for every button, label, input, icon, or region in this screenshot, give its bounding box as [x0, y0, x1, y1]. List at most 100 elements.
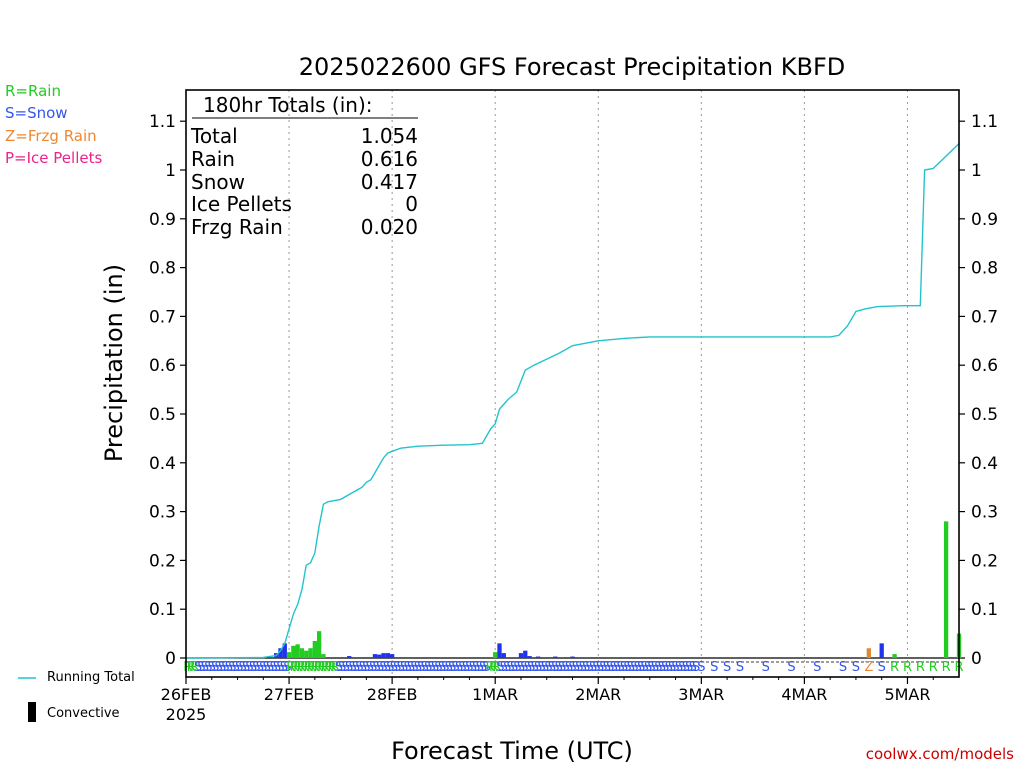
ptype-letter-154: S: [787, 660, 795, 675]
ptype-letter-109: S: [558, 660, 566, 675]
ptype-letter-132: S: [637, 660, 645, 675]
ptype-letter-90: R: [492, 660, 501, 675]
totals-label-frzg: Frzg Rain: [191, 215, 283, 239]
precip-bar-20: [501, 653, 506, 658]
ptype-letter-118: S: [589, 660, 597, 675]
ptype-letter-144: S: [678, 660, 686, 675]
precip-bar-6: [299, 648, 305, 658]
ptype-letter-127: S: [620, 660, 628, 675]
ptype-letter-98: S: [520, 660, 528, 675]
ptype-letter-143: S: [675, 660, 683, 675]
ptype-letter-33: R: [297, 660, 306, 675]
ptype-letter-159: S: [878, 660, 886, 675]
y-tick-label-left-9: 0.9: [149, 210, 176, 230]
ptype-letter-148: S: [692, 660, 700, 675]
ptype-letter-16: S: [239, 660, 247, 675]
ptype-letter-8: S: [211, 660, 219, 675]
ptype-letter-55: S: [373, 660, 381, 675]
ptype-letter-79: S: [455, 660, 463, 675]
ptype-letter-60: S: [390, 660, 398, 675]
precip-bar-21: [518, 653, 524, 658]
precip-bar-28: [879, 643, 884, 658]
ptype-letter-73: S: [434, 660, 442, 675]
ptype-letter-138: S: [658, 660, 666, 675]
y-tick-label-left-4: 0.4: [149, 454, 176, 474]
precip-bar-18: [493, 652, 498, 658]
y-tick-label-right-5: 0.5: [971, 405, 998, 425]
x-tick-label-6: 4MAR: [781, 685, 827, 704]
ptype-letter-110: S: [561, 660, 569, 675]
ptype-letter-23: S: [263, 660, 271, 675]
ptype-letter-149: S: [697, 660, 705, 675]
ptype-letter-28: S: [280, 660, 288, 675]
y-tick-label-left-8: 0.8: [149, 259, 176, 279]
x-tick-sublabel-0: 2025: [166, 705, 207, 724]
ptype-letter-125: S: [613, 660, 621, 675]
ptype-letter-103: S: [537, 660, 545, 675]
ptype-letter-5: S: [201, 660, 209, 675]
ptype-letter-133: S: [641, 660, 649, 675]
precip-bar-12: [347, 656, 352, 658]
y-tick-label-right-0: 0: [971, 649, 982, 669]
ptype-letter-160: R: [890, 660, 899, 675]
ptype-letter-131: S: [634, 660, 642, 675]
legend-rain: R=Rain: [5, 82, 61, 100]
precip-bars: [274, 521, 962, 658]
totals-label-snow: Snow: [191, 170, 245, 194]
ptype-letter-62: S: [397, 660, 405, 675]
precip-bar-22: [523, 650, 528, 658]
ptype-letter-49: S: [352, 660, 360, 675]
ptype-letter-57: S: [379, 660, 387, 675]
ptype-letter-74: S: [438, 660, 446, 675]
ptype-letter-93: S: [503, 660, 511, 675]
running-total-line: [185, 143, 960, 659]
x-axis-label: Forecast Time (UTC): [391, 737, 633, 765]
ptype-letter-142: S: [671, 660, 679, 675]
y-tick-label-right-4: 0.4: [971, 454, 998, 474]
ptype-letter-114: S: [575, 660, 583, 675]
y-tick-label-left-2: 0.2: [149, 551, 176, 571]
ptype-letter-22: S: [259, 660, 267, 675]
ptype-letter-112: S: [568, 660, 576, 675]
y-tick-label-right-3: 0.3: [971, 503, 998, 523]
ptype-letter-44: S: [335, 660, 343, 675]
ptype-letter-21: S: [256, 660, 264, 675]
ptype-letter-153: S: [762, 660, 770, 675]
ptype-letter-30: R: [286, 660, 295, 675]
precip-bar-23: [527, 656, 532, 658]
totals-label-rain: Rain: [191, 147, 235, 171]
y-axis-label: Precipitation (in): [100, 264, 128, 462]
ptype-letter-0: R: [183, 660, 192, 675]
ptype-letter-29: S: [283, 660, 291, 675]
ptype-letter-69: S: [421, 660, 429, 675]
y-tick-label-left-7: 0.7: [149, 307, 176, 327]
x-tick-label-3: 1MAR: [472, 685, 518, 704]
ptype-letter-65: S: [407, 660, 415, 675]
legend-frzg-rain: Z=Frzg Rain: [5, 127, 97, 145]
ptype-letter-146: S: [685, 660, 693, 675]
ptype-letter-66: S: [410, 660, 418, 675]
ptype-letter-145: S: [682, 660, 690, 675]
ptype-letter-113: S: [572, 660, 580, 675]
ptype-letter-1: R: [187, 660, 196, 675]
ptype-letter-14: S: [232, 660, 240, 675]
ptype-letter-52: S: [362, 660, 370, 675]
credit-link[interactable]: coolwx.com/models: [865, 745, 1014, 763]
ptype-letter-20: S: [252, 660, 260, 675]
legend-convective: Convective: [47, 706, 120, 721]
ptype-letter-6: S: [204, 660, 212, 675]
ptype-letter-48: S: [348, 660, 356, 675]
y-tick-label-left-10: 1: [165, 161, 176, 181]
ptype-letter-50: S: [355, 660, 363, 675]
ptype-letter-15: S: [235, 660, 243, 675]
ptype-letter-129: S: [627, 660, 635, 675]
totals-value-rain: 0.616: [361, 147, 418, 171]
ptype-letter-68: S: [417, 660, 425, 675]
y-tick-label-right-1: 0.1: [971, 600, 998, 620]
precip-bar-17: [389, 654, 395, 658]
ptype-strip: RRRSSSSSSSSSSSSSSSSSSSSSSSSSSSRRRRRRRRRR…: [183, 660, 963, 675]
ptype-letter-97: S: [517, 660, 525, 675]
ptype-letter-130: S: [630, 660, 638, 675]
ptype-letter-34: R: [300, 660, 309, 675]
